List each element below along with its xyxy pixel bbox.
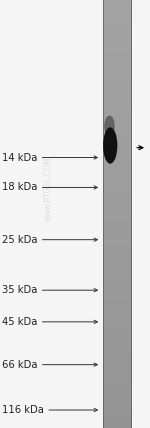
Text: 45 kDa: 45 kDa	[2, 317, 97, 327]
Text: 18 kDa: 18 kDa	[2, 182, 97, 193]
Text: 116 kDa: 116 kDa	[2, 405, 97, 415]
Ellipse shape	[104, 116, 115, 137]
Text: 14 kDa: 14 kDa	[2, 152, 97, 163]
Text: www.PTG3L.COM: www.PTG3L.COM	[44, 156, 52, 221]
Text: 66 kDa: 66 kDa	[2, 360, 97, 370]
Text: 35 kDa: 35 kDa	[2, 285, 97, 295]
Text: 25 kDa: 25 kDa	[2, 235, 97, 245]
Ellipse shape	[103, 128, 117, 164]
